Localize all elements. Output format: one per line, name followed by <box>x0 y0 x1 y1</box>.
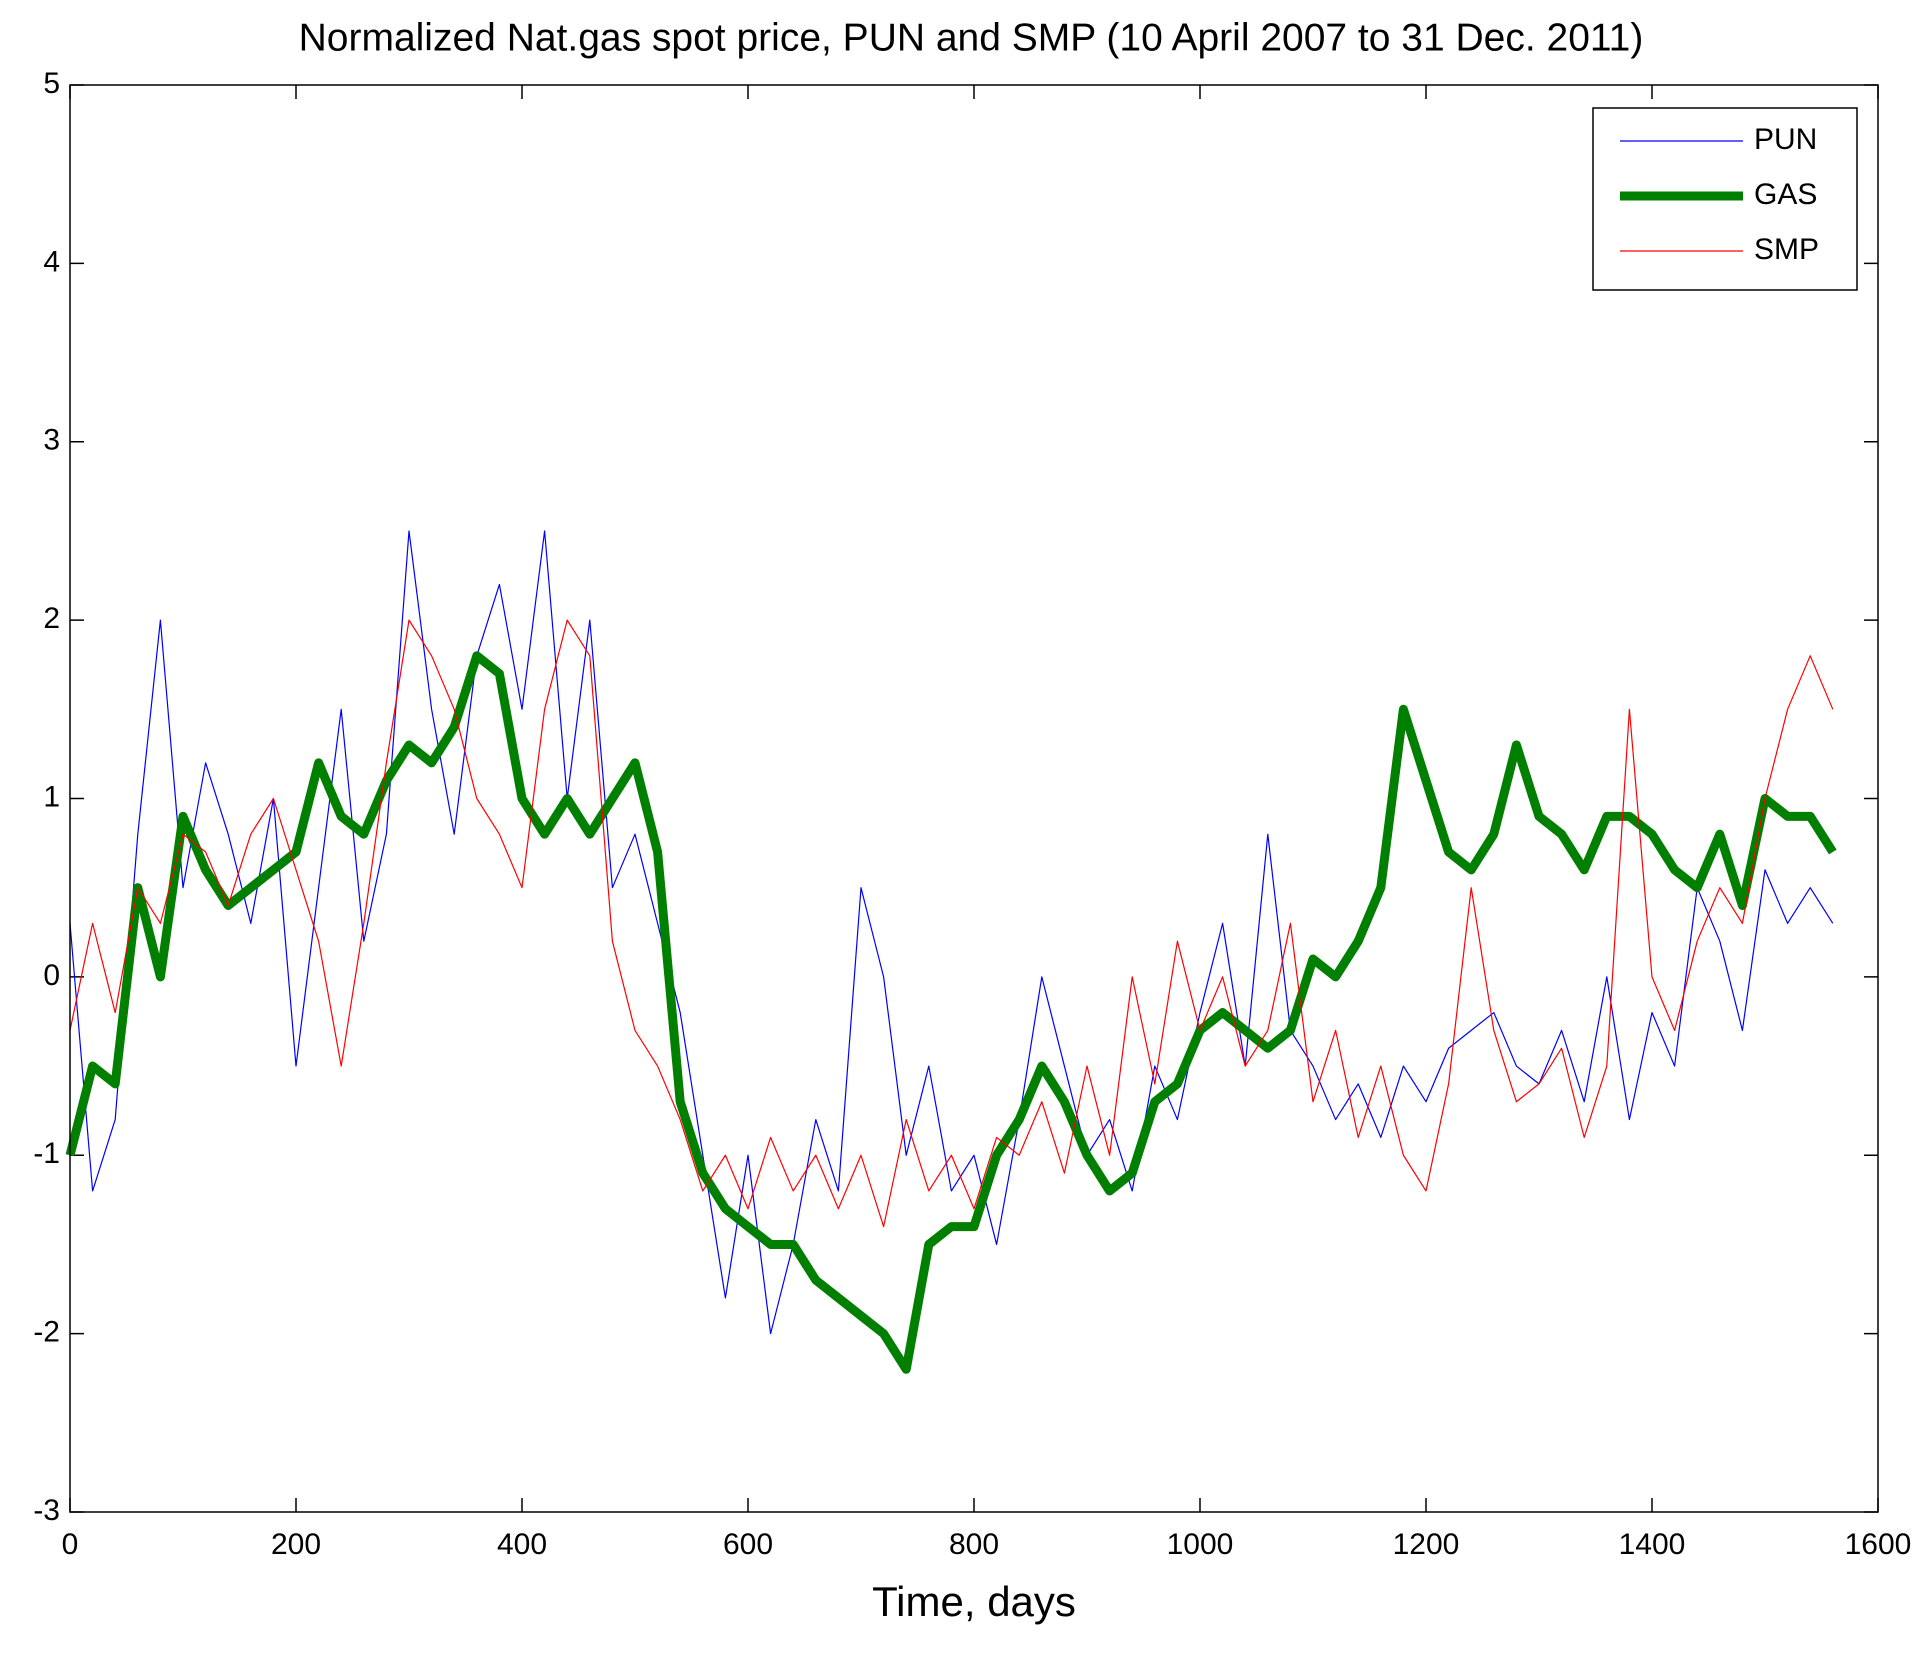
legend-label: SMP <box>1754 233 1819 266</box>
x-tick-label: 0 <box>62 1528 79 1561</box>
x-tick-label: 600 <box>723 1528 773 1561</box>
legend-label: GAS <box>1754 178 1817 211</box>
x-tick-label: 800 <box>949 1528 999 1561</box>
x-tick-label: 1200 <box>1393 1528 1460 1561</box>
x-tick-label: 1600 <box>1845 1528 1912 1561</box>
x-tick-label: 400 <box>497 1528 547 1561</box>
chart-title: Normalized Nat.gas spot price, PUN and S… <box>299 16 1644 59</box>
y-tick-label: 4 <box>43 245 60 278</box>
series-line <box>65 651 1837 1374</box>
y-tick-label: -2 <box>33 1316 60 1349</box>
plot-frame <box>69 84 1879 1513</box>
x-tick-label: 1400 <box>1619 1528 1686 1561</box>
legend-label: PUN <box>1754 123 1817 156</box>
y-tick-label: 3 <box>43 424 60 457</box>
y-tick-label: 1 <box>43 780 60 813</box>
y-tick-label: -1 <box>33 1137 60 1170</box>
series-line <box>69 619 1834 1228</box>
y-tick-label: 0 <box>43 959 60 992</box>
x-tick-label: 1000 <box>1167 1528 1234 1561</box>
y-tick-label: 2 <box>43 602 60 635</box>
y-tick-label: 5 <box>43 67 60 100</box>
x-tick-label: 200 <box>271 1528 321 1561</box>
x-axis-label: Time, days <box>872 1578 1076 1625</box>
y-tick-label: -3 <box>33 1494 60 1527</box>
